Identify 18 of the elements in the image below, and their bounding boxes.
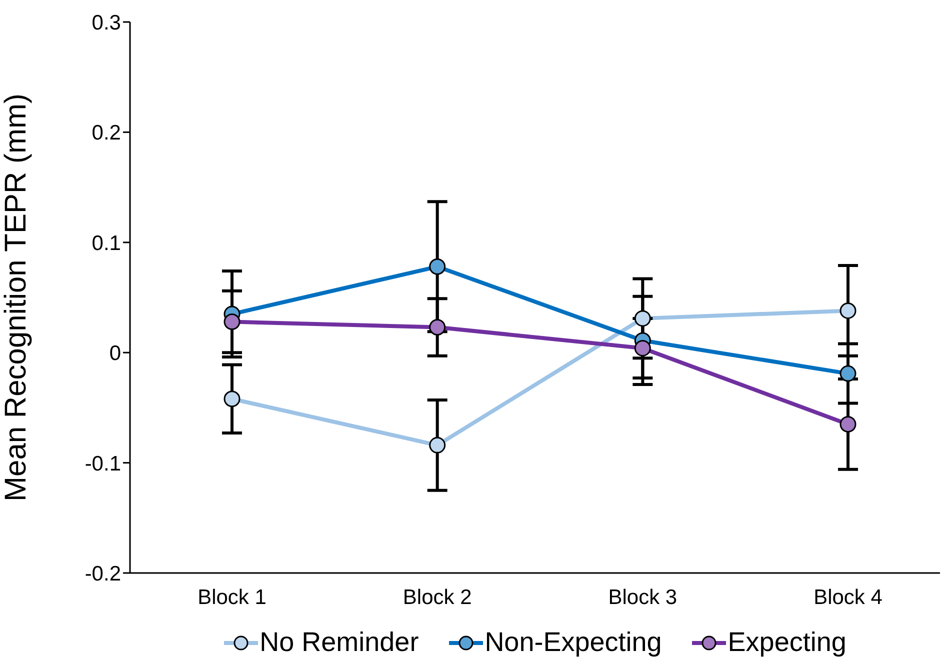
y-axis-title: Mean Recognition TEPR (mm): [0, 94, 33, 502]
point: [840, 302, 856, 319]
legend-label: Expecting: [726, 627, 846, 658]
x-tick-label: Block 3: [608, 586, 678, 609]
x-tick-label: Block 1: [198, 586, 266, 609]
legend-label: No Reminder: [258, 627, 419, 658]
y-tick-label: 0.3: [92, 11, 121, 34]
x-tick-label: Block 4: [814, 586, 883, 609]
y-tick-label: 0.1: [92, 232, 121, 255]
y-tick-label: 0.2: [92, 122, 121, 145]
x-tick-label: Block 2: [402, 586, 472, 609]
y-tick-label: -0.1: [84, 452, 121, 476]
y-tick-label: 0: [109, 342, 121, 366]
point: [224, 390, 240, 408]
legend-label: Non-Expecting: [484, 627, 662, 658]
point: [634, 310, 651, 327]
y-tick-label: -0.2: [84, 562, 121, 586]
point: [429, 436, 446, 454]
